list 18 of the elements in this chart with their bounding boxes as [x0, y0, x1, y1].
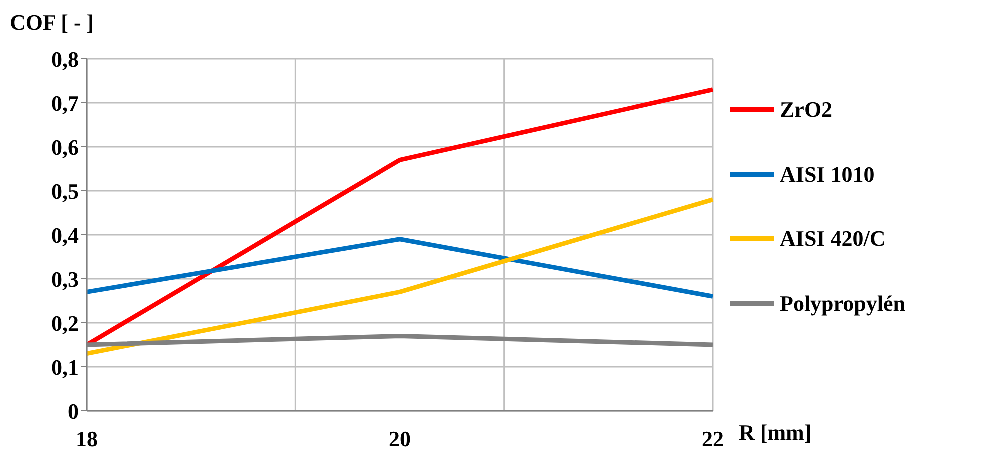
x-tick-label: 20 — [389, 426, 411, 452]
y-tick-label: 0,6 — [52, 134, 79, 160]
y-tick-label: 0,3 — [52, 266, 79, 292]
legend-label: AISI 1010 — [780, 162, 875, 188]
x-tick-label: 18 — [76, 426, 98, 452]
y-tick-label: 0,7 — [52, 90, 79, 116]
legend-label: ZrO2 — [780, 97, 833, 124]
y-axis-title: COF [ - ] — [10, 10, 94, 36]
y-tick-label: 0,2 — [52, 310, 79, 336]
legend-label: Polypropylén — [780, 290, 906, 317]
y-tick-label: 0,1 — [52, 354, 79, 380]
x-axis-title: R [mm] — [739, 420, 812, 446]
x-tick-label: 22 — [702, 426, 724, 452]
y-tick-label: 0,8 — [52, 46, 79, 72]
y-tick-label: 0,4 — [52, 222, 79, 248]
y-tick-label: 0 — [68, 398, 79, 424]
y-tick-label: 0,5 — [52, 178, 79, 204]
legend-label: AISI 420/C — [780, 226, 886, 252]
